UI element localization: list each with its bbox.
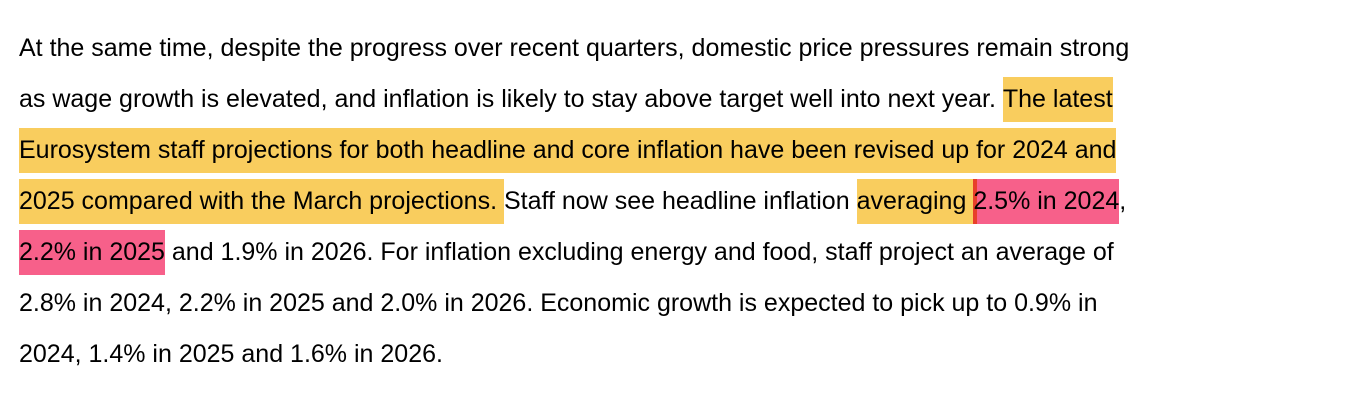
text: , xyxy=(1119,186,1127,215)
text-line: 2.2% in 2025 and 1.9% in 2026. For infla… xyxy=(19,226,1129,277)
highlighted-text: The latest xyxy=(1002,76,1113,122)
text: 2.8% in 2024, 2.2% in 2025 and 2.0% in 2… xyxy=(19,288,1098,317)
text: Staff now see headline inflation xyxy=(503,186,857,215)
text-line: Eurosystem staff projections for both he… xyxy=(19,124,1129,175)
text: At the same time, despite the progress o… xyxy=(19,33,1130,62)
paragraph: At the same time, despite the progress o… xyxy=(19,22,1129,379)
highlighted-text: 2025 compared with the March projections… xyxy=(19,178,504,224)
highlighted-text: Eurosystem staff projections for both he… xyxy=(19,127,1117,173)
highlighted-text: 2.2% in 2025 xyxy=(19,229,165,275)
text-line: 2025 compared with the March projections… xyxy=(19,175,1129,226)
highlighted-text: averaging xyxy=(856,178,974,224)
highlighted-text: 2.5% in 2024 xyxy=(973,178,1120,224)
text-line: 2.8% in 2024, 2.2% in 2025 and 2.0% in 2… xyxy=(19,277,1129,328)
text-line: At the same time, despite the progress o… xyxy=(19,22,1129,73)
text: and 1.9% in 2026. For inflation excludin… xyxy=(164,237,1114,266)
text-line: as wage growth is elevated, and inflatio… xyxy=(19,73,1129,124)
text: 2024, 1.4% in 2025 and 1.6% in 2026. xyxy=(19,339,443,368)
text: as wage growth is elevated, and inflatio… xyxy=(19,84,1003,113)
text-line: 2024, 1.4% in 2025 and 1.6% in 2026. xyxy=(19,328,1129,379)
